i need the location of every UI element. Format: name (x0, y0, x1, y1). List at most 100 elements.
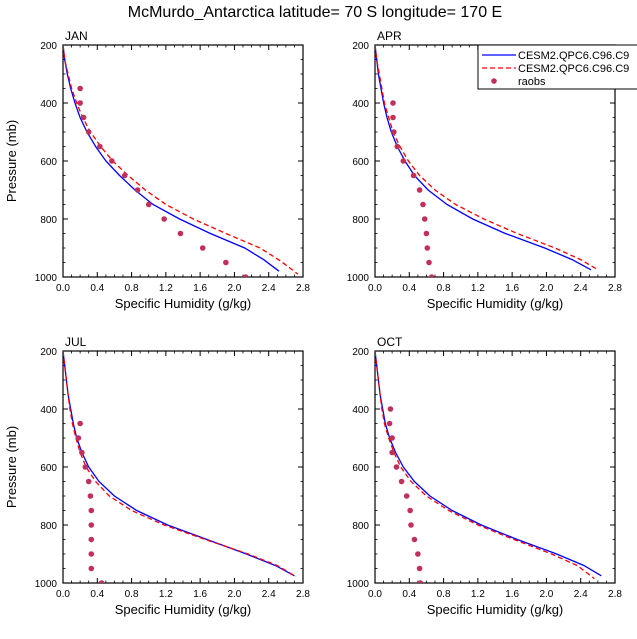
raobs-point (88, 522, 95, 528)
y-tick-label: 600 (40, 157, 57, 168)
raobs-point (199, 245, 206, 251)
x-tick-label: 2.4 (574, 589, 588, 600)
y-tick-label: 800 (40, 215, 57, 226)
legend-label: CESM2.QPC6.C96.C9 (518, 63, 629, 75)
x-tick-label: 0.0 (56, 283, 70, 294)
y-tick-label: 200 (352, 347, 369, 358)
plot-area (375, 351, 602, 583)
x-tick-label: 1.2 (159, 283, 173, 294)
y-tick-label: 600 (352, 157, 369, 168)
x-tick-label: 0.0 (368, 283, 382, 294)
y-axis-label: Pressure (mb) (4, 426, 19, 508)
panel-jan: JAN 0.0 0.4 0.8 1.2 1.6 2.0 2.4 2.8 200 400 600 800 1… (4, 29, 310, 311)
x-tick-label: 1.2 (471, 589, 485, 600)
raobs-point (416, 565, 423, 572)
raobs-point (411, 536, 418, 543)
model-line-solid (375, 351, 602, 577)
x-tick-label: 2.0 (539, 589, 553, 600)
raobs-point (145, 201, 152, 208)
x-tick-label: 2.8 (608, 283, 622, 294)
raobs-point (420, 201, 426, 208)
raobs-point (80, 114, 87, 121)
raobs-point (177, 230, 184, 237)
raobs-point (88, 536, 95, 543)
plot-area (63, 45, 299, 277)
raobs-point (415, 551, 421, 557)
panel-title: JAN (65, 29, 88, 43)
y-tick-label: 1000 (347, 273, 370, 284)
y-tick-label: 600 (352, 463, 369, 474)
raobs-point (389, 449, 395, 456)
raobs-point (416, 187, 423, 193)
x-axis-label: Specific Humidity (g/kg) (427, 602, 564, 617)
y-tick-label: 400 (40, 405, 57, 416)
y-tick-label: 200 (40, 347, 57, 358)
raobs-point (121, 172, 128, 179)
x-tick-label: 1.6 (193, 589, 207, 600)
plot-frame (62, 350, 304, 584)
raobs-point (421, 216, 428, 222)
raobs-point (88, 565, 95, 572)
raobs-point (410, 172, 417, 179)
raobs-point (98, 580, 105, 583)
raobs-point (87, 493, 94, 499)
y-tick-label: 400 (352, 405, 369, 416)
raobs-point (134, 187, 141, 193)
raobs-point (88, 551, 95, 557)
x-tick-label: 0.0 (368, 589, 382, 600)
x-tick-label: 0.8 (125, 589, 139, 600)
x-tick-label: 2.0 (227, 589, 241, 600)
y-tick-label: 1000 (35, 579, 58, 590)
y-tick-label: 400 (40, 99, 57, 110)
raobs-point (79, 449, 85, 456)
y-tick-label: 800 (352, 215, 369, 226)
raobs-point (407, 507, 413, 514)
y-tick-label: 800 (40, 521, 57, 532)
x-tick-label: 0.4 (402, 589, 416, 600)
x-tick-label: 0.4 (90, 589, 104, 600)
legend-frame (477, 44, 637, 90)
legend-label: raobs (518, 76, 546, 88)
y-axis-label: Pressure (mb) (4, 120, 19, 202)
model-line-dashed (375, 351, 595, 580)
raobs-point (408, 522, 414, 528)
y-tick-label: 1000 (35, 273, 58, 284)
raobs-point (389, 435, 395, 441)
figure-title: McMurdo_Antarctica latitude= 70 S longit… (128, 4, 502, 21)
y-tick-label: 1000 (347, 579, 370, 590)
x-tick-label: 0.8 (437, 283, 451, 294)
raobs-point (428, 274, 435, 277)
y-tick-label: 600 (40, 463, 57, 474)
x-tick-label: 2.4 (574, 283, 588, 294)
x-axis-label: Specific Humidity (g/kg) (427, 296, 564, 311)
panel-oct: OCT 0.0 0.4 0.8 1.2 1.6 2.0 2.4 2.8 200 400 600 800 1… (347, 335, 623, 617)
raobs-point (403, 493, 410, 499)
raobs-point (398, 478, 405, 485)
raobs-point (390, 100, 396, 106)
raobs-point (391, 129, 397, 135)
panel-title: OCT (377, 335, 403, 349)
model-line-solid (63, 45, 280, 272)
raobs-point (85, 478, 92, 485)
panels: JAN 0.0 0.4 0.8 1.2 1.6 2.0 2.4 2.8 200 400 600 800 1… (4, 29, 637, 617)
x-tick-label: 2.4 (262, 589, 276, 600)
x-tick-label: 2.8 (296, 589, 310, 600)
raobs-point (223, 259, 229, 266)
x-tick-label: 0.4 (90, 283, 104, 294)
raobs-point (75, 435, 82, 441)
x-tick-label: 2.0 (539, 283, 553, 294)
y-tick-label: 200 (352, 41, 369, 52)
x-tick-label: 0.4 (402, 283, 416, 294)
x-tick-label: 0.0 (56, 589, 70, 600)
y-tick-label: 400 (352, 99, 369, 110)
y-tick-label: 800 (352, 521, 369, 532)
legend-raobs-marker (491, 78, 497, 84)
x-tick-label: 1.6 (505, 283, 519, 294)
panel-apr: APR 0.0 0.4 0.8 1.2 1.6 2.0 2.4 2.8 200 400 600 800 1… (347, 29, 623, 311)
x-tick-label: 1.6 (193, 283, 207, 294)
plot-area (375, 45, 599, 277)
y-tick-label: 200 (40, 41, 57, 52)
x-tick-label: 1.6 (505, 589, 519, 600)
